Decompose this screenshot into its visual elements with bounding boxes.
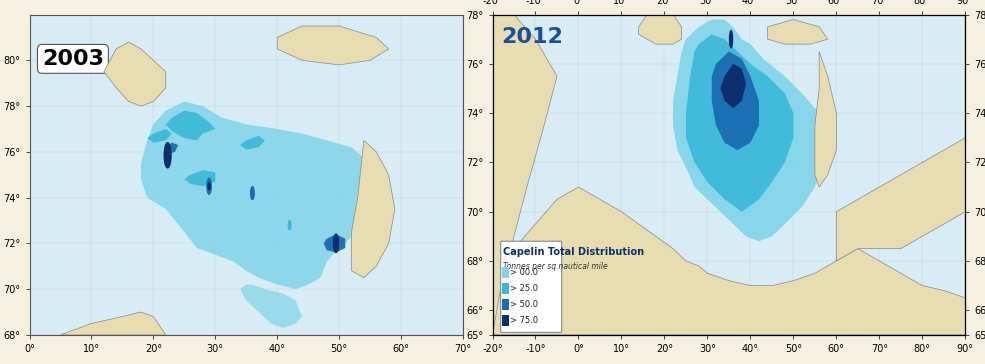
- Polygon shape: [836, 138, 965, 261]
- Circle shape: [164, 143, 171, 168]
- Polygon shape: [277, 26, 389, 65]
- Polygon shape: [673, 20, 827, 241]
- Polygon shape: [60, 312, 165, 335]
- Circle shape: [334, 234, 339, 253]
- Bar: [502, 315, 509, 326]
- Polygon shape: [240, 285, 302, 328]
- Polygon shape: [147, 129, 172, 143]
- Bar: [502, 283, 509, 294]
- Text: > 75.0: > 75.0: [509, 316, 538, 325]
- Text: Capelin Total Distribution: Capelin Total Distribution: [502, 248, 644, 257]
- Polygon shape: [103, 42, 165, 106]
- Polygon shape: [492, 15, 557, 335]
- Polygon shape: [712, 52, 759, 150]
- Circle shape: [289, 221, 291, 230]
- Text: > 50.0: > 50.0: [509, 300, 538, 309]
- Polygon shape: [638, 9, 682, 44]
- Bar: [502, 267, 509, 278]
- Circle shape: [730, 31, 733, 48]
- Polygon shape: [720, 64, 746, 108]
- Polygon shape: [164, 143, 178, 154]
- Polygon shape: [165, 111, 216, 141]
- Text: > 00.0: > 00.0: [509, 268, 538, 277]
- Circle shape: [251, 187, 254, 199]
- Polygon shape: [492, 187, 965, 335]
- FancyBboxPatch shape: [500, 241, 561, 332]
- Polygon shape: [324, 234, 346, 253]
- Circle shape: [207, 178, 211, 194]
- Polygon shape: [141, 102, 382, 289]
- Polygon shape: [767, 20, 827, 44]
- Bar: [502, 299, 509, 310]
- Polygon shape: [240, 136, 265, 150]
- Text: 2003: 2003: [42, 49, 104, 69]
- Polygon shape: [184, 170, 216, 186]
- Circle shape: [208, 183, 210, 190]
- Text: 2012: 2012: [501, 27, 563, 47]
- Polygon shape: [352, 141, 395, 278]
- Polygon shape: [686, 34, 793, 212]
- Polygon shape: [815, 52, 836, 187]
- Text: Tonnes per sq nautical mile: Tonnes per sq nautical mile: [502, 262, 608, 271]
- Text: > 25.0: > 25.0: [509, 284, 538, 293]
